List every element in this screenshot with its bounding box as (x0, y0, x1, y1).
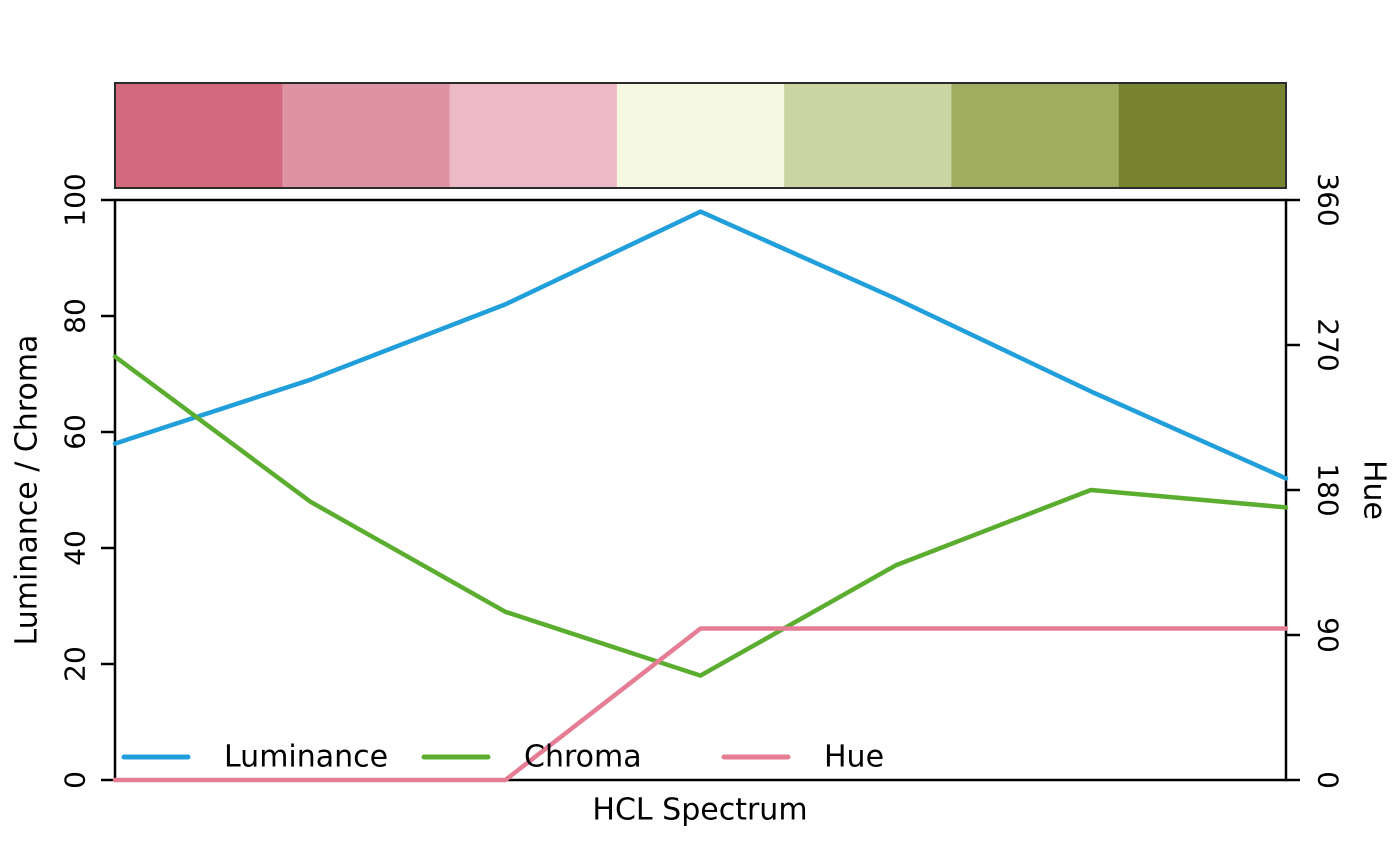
palette-swatch-2 (282, 83, 451, 188)
y-axis-left-tick-label: 60 (59, 414, 92, 450)
palette-swatch-4 (616, 83, 785, 188)
legend-label-chroma: Chroma (524, 740, 642, 775)
series-line-chroma (112, 354, 1289, 678)
y-axis-left-tick-label: 40 (59, 530, 92, 566)
series-line-hue (112, 626, 1289, 783)
palette-swatch-6 (951, 83, 1120, 188)
palette-swatch-7 (1118, 83, 1287, 188)
palette-swatch-3 (449, 83, 618, 188)
legend-label-luminance: Luminance (224, 740, 388, 775)
y-axis-left-tick-label: 80 (59, 298, 92, 334)
y-axis-right-tick-label: 270 (1312, 318, 1345, 371)
y-axis-right-tick-label: 90 (1312, 617, 1345, 653)
y-axis-right-tick-label: 360 (1312, 173, 1345, 226)
y-axis-left-tick-label: 20 (59, 646, 92, 682)
palette-swatch-1 (115, 83, 283, 188)
y-axis-left-tick-label: 100 (59, 173, 92, 226)
series-line-luminance (112, 209, 1289, 481)
x-axis-title: HCL Spectrum (592, 793, 807, 828)
y-axis-right-title: Hue (1357, 460, 1392, 520)
palette-colorbar-border (114, 82, 1287, 189)
legend-label-hue: Hue (824, 740, 884, 775)
y-axis-left-title: Luminance / Chroma (10, 335, 45, 646)
y-axis-right-tick-label: 180 (1312, 463, 1345, 516)
y-axis-right-tick-label: 0 (1312, 771, 1345, 789)
palette-swatch-5 (784, 83, 952, 188)
y-axis-left-tick-label: 0 (59, 771, 92, 789)
chart-generated-content: 0 20 40 60 80 100 0 90 180 270 360 Luminance Chroma H… (59, 82, 1345, 789)
